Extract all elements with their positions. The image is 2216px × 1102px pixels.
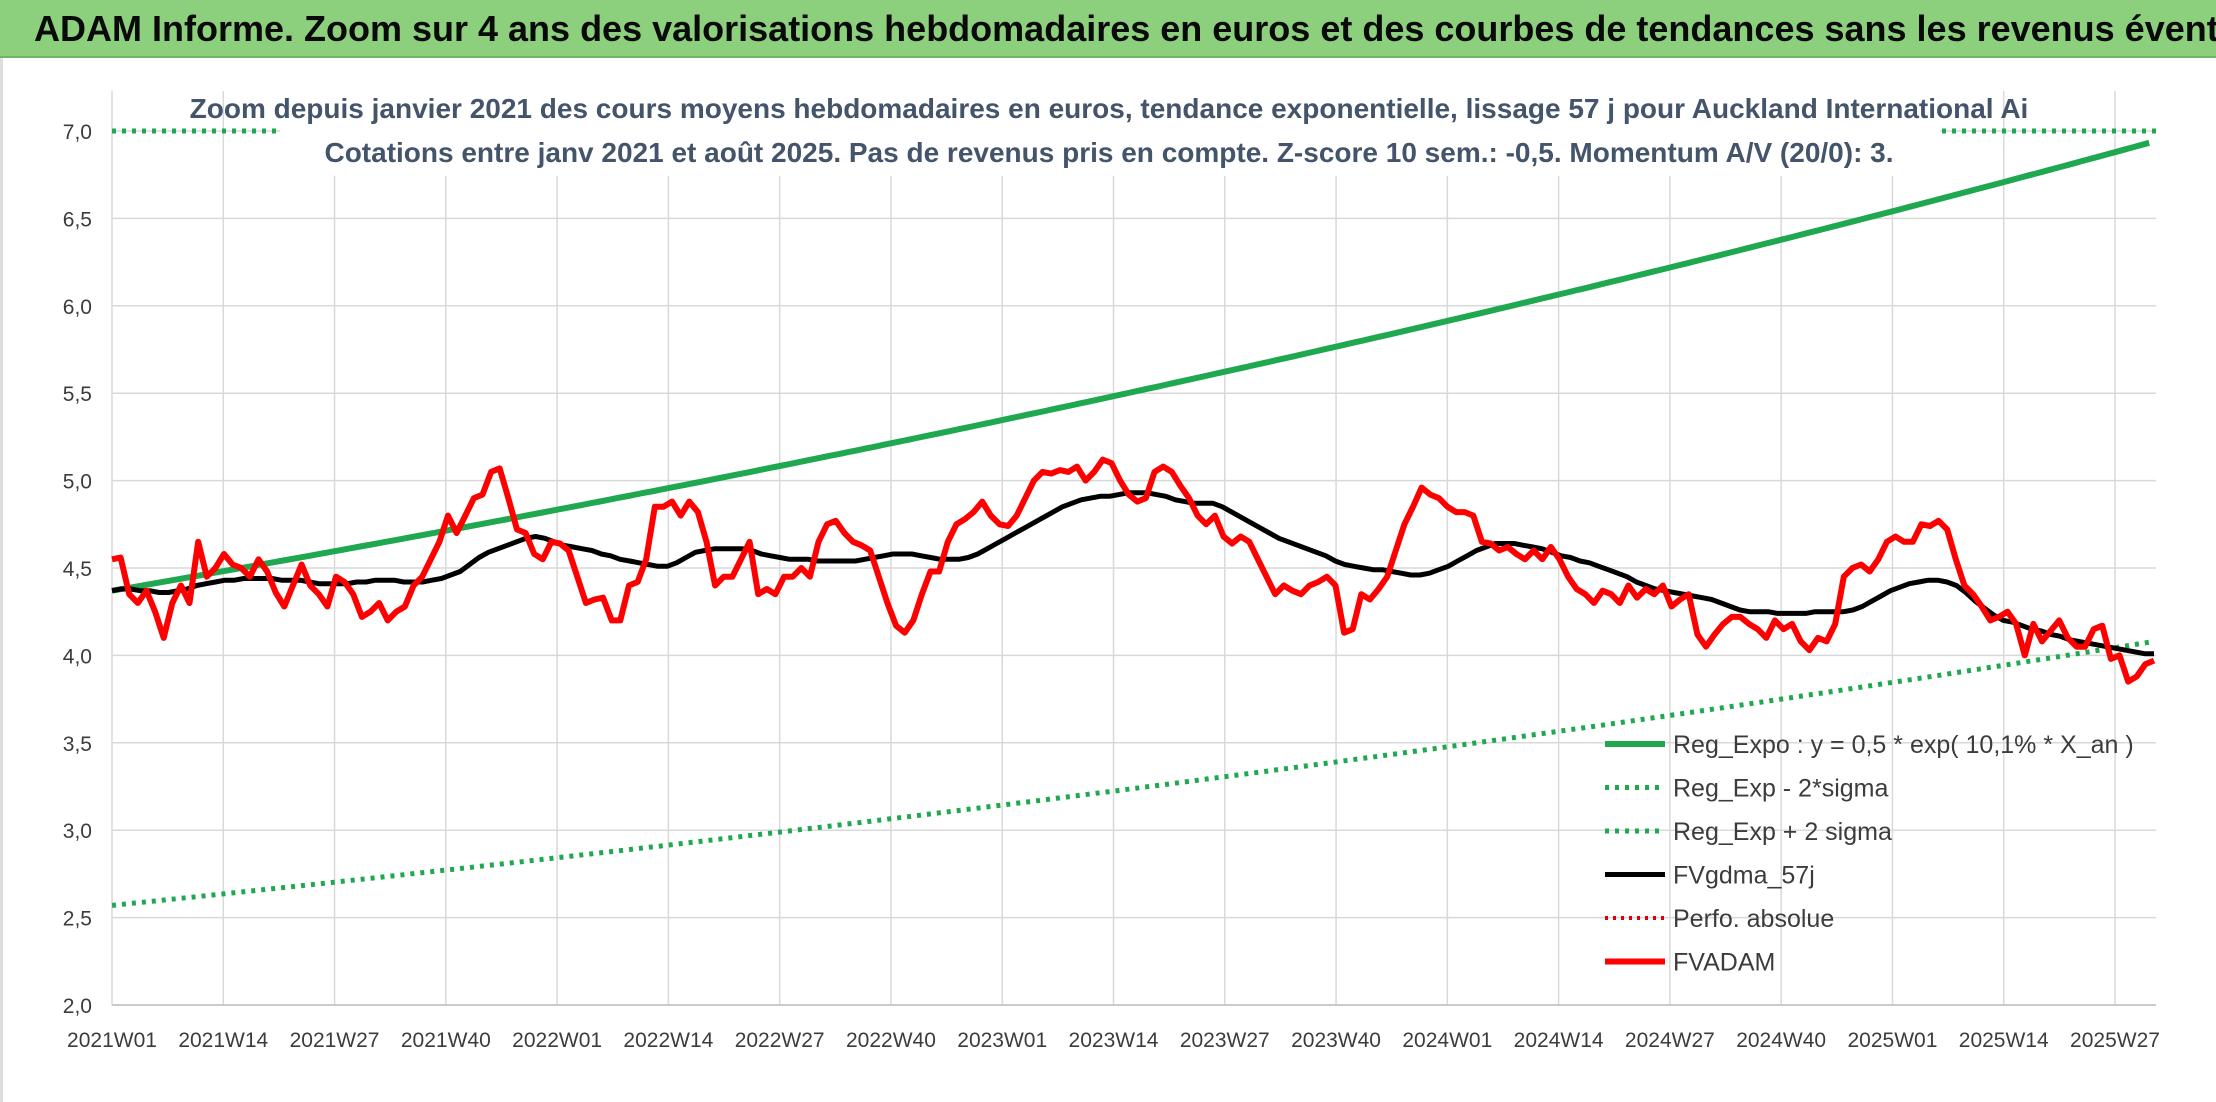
legend: Reg_Expo : y = 0,5 * exp( 10,1% * X_an )… xyxy=(1605,731,2134,977)
legend-label: FVADAM xyxy=(1673,949,1775,977)
series-fvadam xyxy=(111,456,2156,685)
x-tick-label: 2022W27 xyxy=(735,1029,825,1052)
x-tick-label: 2021W01 xyxy=(67,1029,157,1052)
chart-frame xyxy=(0,58,2216,1102)
y-tick-label: 3,5 xyxy=(63,733,92,756)
y-tick-label: 3,0 xyxy=(63,820,92,843)
grid xyxy=(111,91,2156,1006)
x-tick-label: 2021W27 xyxy=(290,1029,380,1052)
subtitle-background xyxy=(280,82,1940,176)
report-title: ADAM Informe. Zoom sur 4 ans des valoris… xyxy=(34,8,2216,49)
legend-label: Reg_Exp + 2 sigma xyxy=(1673,818,1892,846)
x-tick-label: 2022W40 xyxy=(846,1029,936,1052)
chart-subtitle-line1: Zoom depuis janvier 2021 des cours moyen… xyxy=(190,93,2029,124)
x-tick-label: 2024W01 xyxy=(1402,1029,1492,1052)
y-tick-label: 2,0 xyxy=(63,995,92,1018)
x-tick-label: 2025W14 xyxy=(1959,1029,2049,1052)
legend-label: Perfo. absolue xyxy=(1673,905,1834,933)
series-reg-exp-minus-2sigma xyxy=(111,639,2150,908)
y-tick-label: 2,5 xyxy=(63,908,92,931)
y-tick-label: 5,5 xyxy=(63,383,92,406)
y-tick-label: 7,0 xyxy=(63,121,92,144)
x-tick-label: 2023W40 xyxy=(1291,1029,1381,1052)
legend-label: FVgdma_57j xyxy=(1673,862,1815,890)
x-tick-label: 2024W27 xyxy=(1625,1029,1715,1052)
x-tick-label: 2022W14 xyxy=(623,1029,713,1052)
y-tick-label: 6,5 xyxy=(63,208,92,231)
y-tick-label: 4,5 xyxy=(63,558,92,581)
x-tick-label: 2025W01 xyxy=(1847,1029,1937,1052)
chart-subtitle-line2: Cotations entre janv 2021 et août 2025. … xyxy=(324,137,1893,168)
y-axis: 2,0 2,5 3,0 3,5 4,0 4,5 5,0 5,5 6,0 6,5 7,0 xyxy=(63,121,92,1018)
x-tick-label: 2023W01 xyxy=(957,1029,1047,1052)
legend-label: Reg_Expo : y = 0,5 * exp( 10,1% * X_an ) xyxy=(1673,731,2134,759)
x-tick-label: 2021W40 xyxy=(401,1029,491,1052)
x-tick-label: 2025W27 xyxy=(2070,1029,2160,1052)
series-reg-expo xyxy=(111,139,2150,594)
x-axis: 2021W01 2021W14 2021W27 2021W40 2022W01 2022W… xyxy=(67,1029,2160,1052)
y-tick-label: 6,0 xyxy=(63,296,92,319)
series-fvgdma-57j xyxy=(111,490,2154,657)
x-tick-label: 2022W01 xyxy=(512,1029,602,1052)
x-tick-label: 2024W40 xyxy=(1736,1029,1826,1052)
y-tick-label: 5,0 xyxy=(63,471,92,494)
x-tick-label: 2024W14 xyxy=(1514,1029,1604,1052)
x-tick-label: 2021W14 xyxy=(178,1029,268,1052)
report-header-bar: ADAM Informe. Zoom sur 4 ans des valoris… xyxy=(0,0,2216,58)
x-tick-label: 2023W27 xyxy=(1180,1029,1270,1052)
x-tick-label: 2023W14 xyxy=(1069,1029,1159,1052)
legend-label: Reg_Exp - 2*sigma xyxy=(1673,775,1888,803)
y-tick-label: 4,0 xyxy=(63,645,92,668)
